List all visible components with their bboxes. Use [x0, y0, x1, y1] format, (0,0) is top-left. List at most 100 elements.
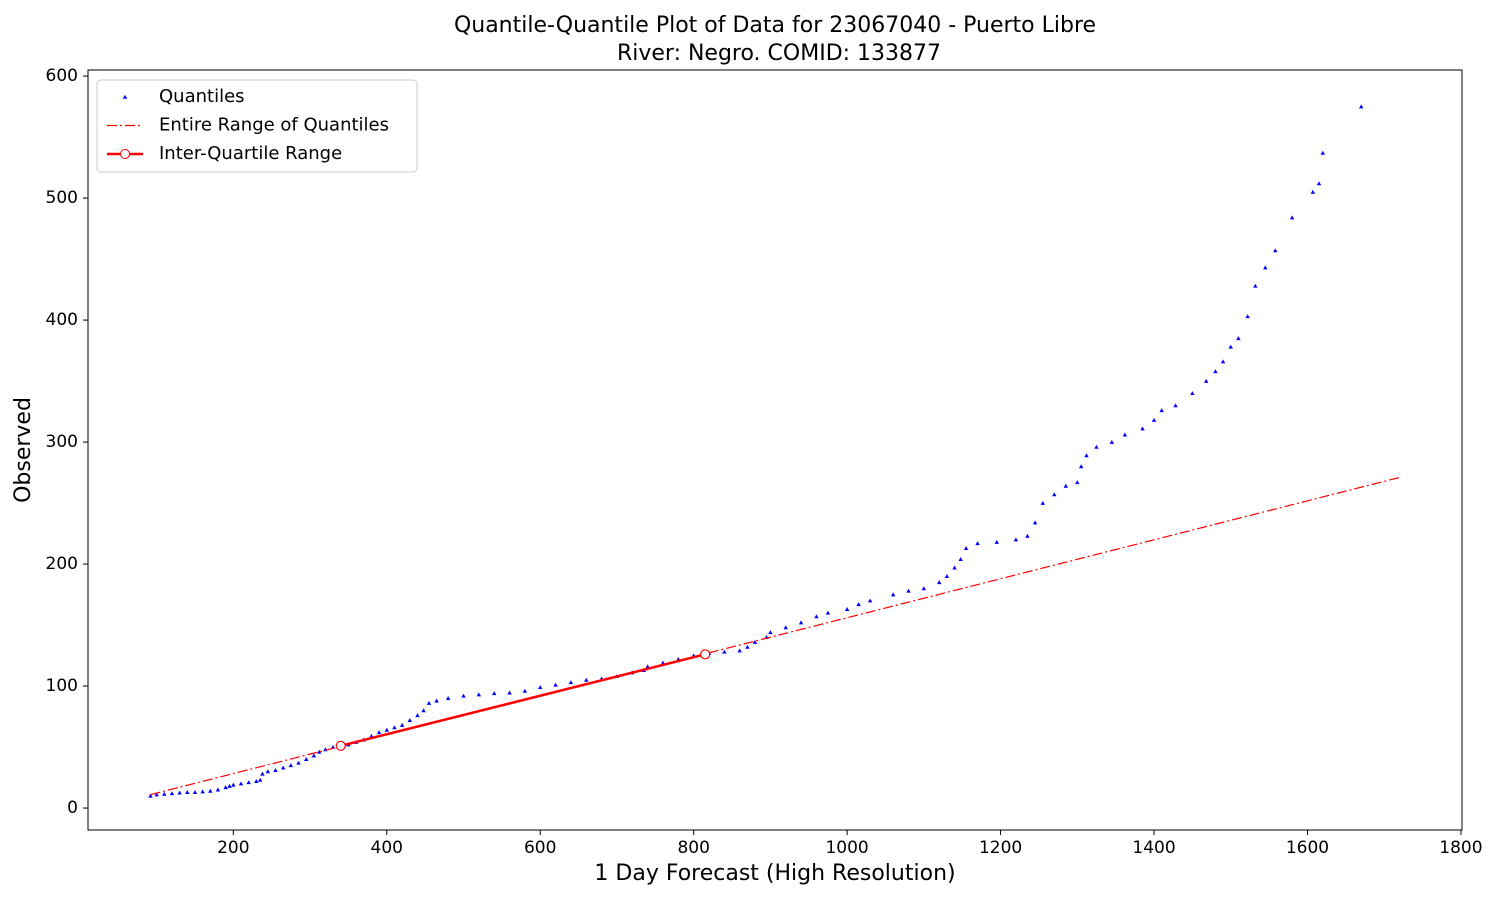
quantile-point — [260, 771, 265, 776]
quantile-point — [421, 708, 426, 713]
quantile-point — [1140, 426, 1145, 431]
quantile-point — [162, 791, 167, 796]
quantile-point — [906, 588, 911, 593]
x-tick-label: 200 — [217, 838, 249, 858]
quantile-point — [921, 586, 927, 591]
quantile-point — [1151, 417, 1157, 422]
quantile-point — [215, 787, 221, 792]
quantile-point — [246, 780, 251, 785]
series-line — [340, 653, 706, 748]
quantile-point — [1310, 189, 1316, 194]
quantile-point — [1122, 432, 1128, 437]
y-tick-label: 600 — [46, 66, 78, 86]
quantile-point — [1040, 500, 1045, 505]
legend-marker — [120, 149, 130, 159]
legend-label: Inter-Quartile Range — [159, 143, 342, 164]
quantile-point — [254, 779, 259, 783]
x-tick-label: 1400 — [1132, 838, 1175, 858]
x-tick-label: 800 — [677, 838, 709, 858]
quantile-point — [227, 783, 232, 788]
quantile-point — [1203, 378, 1209, 383]
quantile-point — [304, 757, 309, 762]
quantile-point — [522, 688, 528, 693]
quantile-point — [415, 713, 420, 718]
x-tick-label: 600 — [524, 838, 556, 858]
quantile-point — [238, 781, 244, 786]
quantile-point — [1094, 444, 1099, 449]
quantile-point — [856, 602, 861, 607]
quantile-point — [392, 725, 397, 730]
quantile-point — [1013, 537, 1019, 542]
x-tick-label: 1600 — [1286, 838, 1329, 858]
quantile-point — [952, 565, 957, 570]
quantile-point — [584, 677, 589, 682]
quantile-point — [844, 606, 850, 611]
quantile-point — [1245, 314, 1250, 319]
quantile-point — [1253, 283, 1258, 288]
quantile-point — [1316, 181, 1322, 186]
chart-subtitle: River: Negro. COMID: 133877 — [617, 41, 941, 66]
quantile-point — [265, 769, 271, 774]
quantile-point — [1358, 104, 1364, 109]
quantile-point — [1220, 359, 1226, 364]
quantile-point — [867, 598, 873, 603]
y-tick-label: 100 — [46, 676, 78, 696]
quantile-point — [208, 788, 213, 793]
quantile-point — [296, 760, 301, 765]
y-axis-label: Observed — [11, 397, 36, 503]
quantile-point — [384, 727, 389, 732]
quantile-point — [1084, 453, 1089, 458]
quantile-point — [568, 680, 574, 685]
y-tick-label: 400 — [46, 310, 78, 330]
quantile-point — [231, 782, 236, 787]
quantile-point — [280, 765, 286, 770]
quantile-point — [994, 539, 999, 544]
quantile-point — [963, 546, 969, 550]
quantile-point — [376, 730, 382, 735]
quantile-point — [975, 541, 980, 546]
quantile-point — [825, 610, 831, 615]
quantile-point — [1078, 464, 1084, 469]
quantile-point — [288, 763, 294, 768]
quantile-point — [154, 792, 159, 797]
x-tick-label: 400 — [371, 838, 403, 858]
quantile-point — [434, 698, 439, 703]
quantile-point — [223, 785, 228, 790]
plot-frame — [87, 69, 1463, 831]
quantile-point — [1273, 248, 1278, 253]
quantile-point — [507, 690, 512, 695]
quantile-point — [553, 682, 558, 687]
quantile-point — [257, 777, 263, 782]
quantile-point — [192, 789, 198, 794]
x-axis-label: 1 Day Forecast (High Resolution) — [594, 861, 955, 886]
x-tick-label: 1800 — [1439, 838, 1482, 858]
quantile-point — [1289, 215, 1295, 220]
chart-title: Quantile-Quantile Plot of Data for 23067… — [454, 13, 1096, 38]
quantile-point — [1236, 336, 1241, 341]
quantile-point — [1320, 150, 1326, 155]
quantile-point — [317, 749, 322, 754]
quantile-point — [745, 644, 750, 649]
quantile-point — [273, 768, 278, 772]
legend-box — [96, 79, 418, 173]
quantile-point — [461, 693, 466, 698]
quantile-point — [148, 793, 153, 798]
quantile-point — [476, 692, 482, 697]
quantile-point — [958, 556, 963, 561]
legend-label: Quantiles — [159, 86, 245, 107]
x-tick-label: 1000 — [825, 838, 868, 858]
quantile-point — [814, 614, 819, 619]
y-tick-label: 300 — [46, 432, 78, 452]
quantile-point — [737, 648, 742, 653]
iqr-point — [335, 740, 346, 751]
legend-label: Entire Range of Quantiles — [159, 115, 389, 136]
quantile-point — [1025, 533, 1030, 538]
y-tick-label: 200 — [46, 554, 78, 574]
quantile-point — [1063, 483, 1068, 488]
y-tick-label: 500 — [46, 188, 78, 208]
quantile-point — [1173, 403, 1178, 408]
quantile-point — [1075, 480, 1080, 485]
legend-marker — [122, 94, 128, 99]
quantile-point — [445, 696, 451, 701]
